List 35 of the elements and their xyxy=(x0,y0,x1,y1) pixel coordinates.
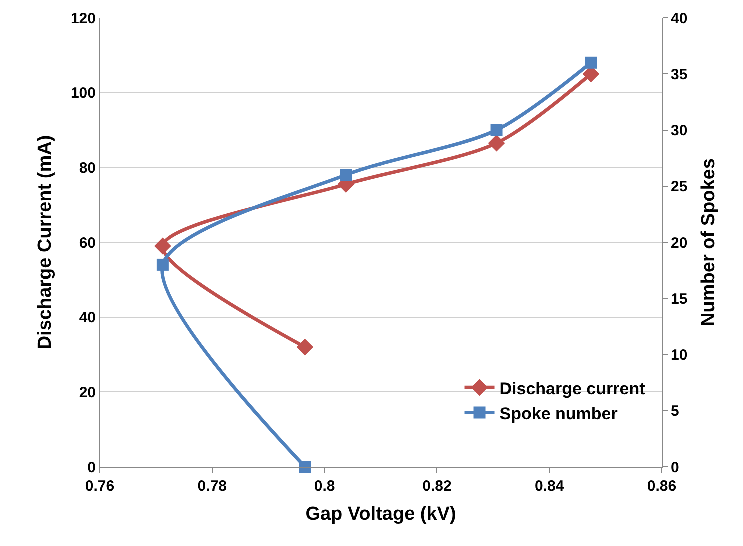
y2-tick-label: 15 xyxy=(671,290,688,308)
y2-tick-label: 30 xyxy=(671,122,688,140)
y2-tick-label: 35 xyxy=(671,66,688,84)
point xyxy=(299,461,312,473)
y2-tick-label: 20 xyxy=(671,234,688,252)
y2-tick-label: 25 xyxy=(671,178,688,196)
x-tick-label: 0.82 xyxy=(422,478,452,495)
y-tick-label: 0 xyxy=(88,459,96,476)
y-tick-label: 60 xyxy=(79,234,96,252)
point xyxy=(340,169,352,182)
y2-tick-label: 40 xyxy=(671,10,688,28)
x-tick-label: 0.8 xyxy=(314,478,336,495)
y2-tick-label: 10 xyxy=(671,347,688,364)
point xyxy=(490,124,503,136)
point xyxy=(488,134,506,152)
x-tick-label: 0.86 xyxy=(647,478,677,495)
y-tick-label: 40 xyxy=(79,310,96,327)
y-axis-title: Discharge Current (mA) xyxy=(34,135,56,350)
x-tick-label: 0.84 xyxy=(535,478,565,495)
y2-axis-title: Number of Spokes xyxy=(698,158,720,326)
point xyxy=(154,238,172,255)
y-tick-label: 120 xyxy=(70,10,96,28)
legend-label: Spoke number xyxy=(500,404,618,424)
x-axis-title: Gap Voltage (kV) xyxy=(306,504,456,525)
x-tick-label: 0.78 xyxy=(198,478,227,495)
x-tick-label: 0.76 xyxy=(85,478,115,495)
point xyxy=(296,338,314,356)
y-tick-label: 80 xyxy=(79,160,96,177)
y2-tick-label: 0 xyxy=(671,459,680,476)
y2-tick-label: 5 xyxy=(671,403,680,420)
point xyxy=(585,56,598,69)
y-tick-label: 20 xyxy=(79,384,96,402)
point xyxy=(156,258,169,271)
y-tick-label: 100 xyxy=(70,85,96,102)
legend-label: Discharge current xyxy=(500,379,646,398)
